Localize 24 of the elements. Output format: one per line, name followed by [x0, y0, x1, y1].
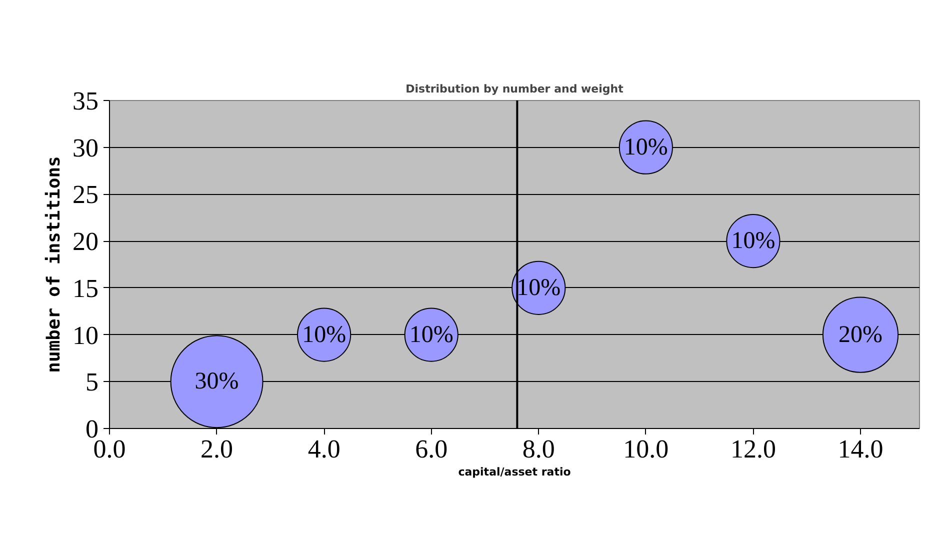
- y-tick-label: 15: [72, 274, 98, 303]
- data-label: 20%: [838, 322, 882, 348]
- data-label: 30%: [194, 368, 239, 395]
- data-label: 10%: [302, 322, 346, 348]
- y-axis-title: number of institions: [44, 156, 64, 373]
- x-tick-label: 6.0: [415, 434, 448, 464]
- y-tick-label: 30: [72, 133, 98, 162]
- x-tick-label: 8.0: [522, 434, 555, 464]
- x-tick-label: 10.0: [623, 434, 669, 464]
- data-label: 10%: [731, 228, 776, 254]
- x-tick-label: 4.0: [308, 434, 340, 464]
- y-tick-label: 10: [72, 320, 98, 350]
- y-tick-label: 20: [72, 227, 98, 256]
- x-tick-label: 2.0: [200, 434, 234, 464]
- x-tick-label: 12.0: [730, 434, 776, 464]
- x-tick-label: 14.0: [838, 434, 884, 464]
- data-label: 10%: [409, 322, 454, 348]
- data-label: 10%: [516, 274, 561, 301]
- y-tick-label: 25: [72, 180, 98, 210]
- x-axis-title: capital/asset ratio: [458, 466, 572, 478]
- data-label: 10%: [624, 134, 668, 160]
- y-tick-label: 5: [86, 368, 98, 397]
- y-tick-label: 35: [72, 86, 98, 116]
- chart-title: Distribution by number and weight: [406, 82, 624, 96]
